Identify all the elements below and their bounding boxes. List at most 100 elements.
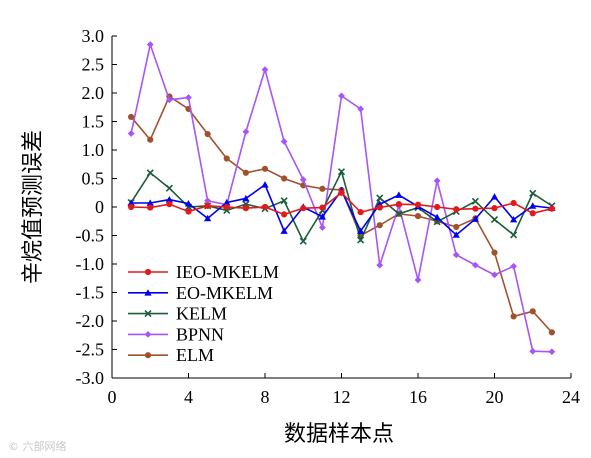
- legend-label: EO-MKELM: [176, 283, 273, 303]
- data-point: [280, 227, 288, 234]
- y-tick-label: 1.0: [82, 140, 105, 160]
- data-point: [433, 177, 441, 185]
- data-point: [529, 210, 536, 217]
- data-point: [357, 236, 365, 244]
- data-point: [261, 66, 269, 74]
- legend-marker: [144, 310, 152, 318]
- y-tick-label: 2.5: [82, 55, 105, 75]
- data-point: [223, 155, 230, 162]
- data-point: [510, 215, 518, 223]
- y-tick-label: -2.5: [76, 340, 105, 360]
- x-tick-label: 12: [333, 387, 351, 407]
- y-tick-label: 0.5: [82, 169, 105, 189]
- series-layer: [127, 41, 556, 356]
- data-point: [184, 199, 193, 207]
- data-point: [376, 222, 383, 229]
- data-point: [452, 251, 460, 259]
- data-point: [453, 223, 460, 231]
- data-point: [166, 201, 173, 208]
- y-axis-title: 辛烷值预测误差: [21, 130, 46, 284]
- x-tick-label: 24: [562, 387, 580, 407]
- data-point: [337, 168, 346, 176]
- data-point: [471, 261, 479, 269]
- x-tick-label: 4: [184, 387, 193, 407]
- data-point: [146, 169, 154, 177]
- data-point: [395, 201, 402, 208]
- series-line: [130, 169, 553, 243]
- data-point: [414, 276, 422, 284]
- y-tick-label: -2.0: [76, 311, 105, 331]
- y-tick-label: 0: [95, 197, 104, 217]
- data-point: [165, 96, 173, 104]
- data-point: [529, 308, 536, 315]
- data-point: [529, 202, 537, 209]
- data-point: [299, 176, 307, 184]
- data-point: [357, 209, 364, 216]
- data-point: [433, 213, 441, 221]
- data-point: [319, 185, 326, 192]
- data-point: [376, 261, 384, 269]
- data-point: [146, 41, 154, 48]
- data-point: [242, 128, 250, 136]
- data-point: [529, 347, 537, 355]
- data-point: [261, 181, 269, 188]
- data-point: [128, 203, 135, 211]
- legend-item: ELM: [128, 345, 214, 365]
- legend-label: BPNN: [176, 324, 224, 344]
- data-point: [529, 189, 537, 197]
- data-point: [548, 348, 556, 356]
- x-tick-label: 20: [486, 387, 504, 407]
- data-point: [281, 211, 288, 218]
- data-point: [395, 191, 403, 198]
- data-point: [548, 329, 555, 336]
- legend-marker: [144, 289, 152, 296]
- y-tick-label: -0.5: [76, 226, 105, 246]
- data-point: [491, 271, 498, 279]
- data-point: [471, 215, 479, 222]
- data-point: [510, 199, 517, 207]
- data-point: [472, 205, 479, 212]
- y-tick-label: 3.0: [82, 26, 105, 46]
- data-point: [147, 204, 154, 211]
- data-point: [510, 231, 518, 239]
- data-point: [185, 94, 192, 101]
- data-point: [318, 224, 326, 231]
- legend-label: KELM: [176, 304, 227, 324]
- data-point: [127, 199, 135, 206]
- data-point: [357, 105, 365, 113]
- data-point: [414, 201, 422, 208]
- legend-item: KELM: [128, 304, 227, 324]
- series-ieo-mkelm: [128, 189, 555, 218]
- data-point: [357, 227, 365, 234]
- y-tick-label: -1.5: [76, 283, 105, 303]
- data-point: [242, 169, 249, 176]
- data-point: [281, 175, 288, 182]
- x-tick-label: 8: [261, 387, 270, 407]
- data-point: [453, 206, 460, 213]
- x-axis-title: 数据样本点: [284, 422, 394, 447]
- legend-marker: [144, 268, 152, 276]
- data-point: [471, 197, 479, 205]
- data-point: [204, 214, 212, 222]
- data-point: [127, 130, 135, 137]
- x-tick-label: 0: [108, 387, 117, 407]
- legend-label: ELM: [176, 345, 214, 365]
- data-point: [318, 213, 326, 220]
- y-tick-label: 1.5: [82, 112, 105, 132]
- data-point: [300, 205, 307, 212]
- data-point: [338, 92, 345, 100]
- data-point: [147, 136, 154, 143]
- legend-item: BPNN: [128, 324, 224, 344]
- data-point: [434, 203, 441, 211]
- data-point: [165, 195, 173, 203]
- data-point: [185, 208, 192, 215]
- axes: 3.0 2.5 2.0 1.5 1.0 0.5 0 -0.5 -1.0 -1.5 -2.0 -2.5 -…: [76, 26, 581, 407]
- data-point: [242, 205, 249, 212]
- data-point: [204, 202, 211, 209]
- data-point: [223, 203, 230, 211]
- data-point: [146, 199, 154, 206]
- data-point: [261, 203, 269, 211]
- data-point: [376, 194, 384, 202]
- data-point: [414, 213, 422, 220]
